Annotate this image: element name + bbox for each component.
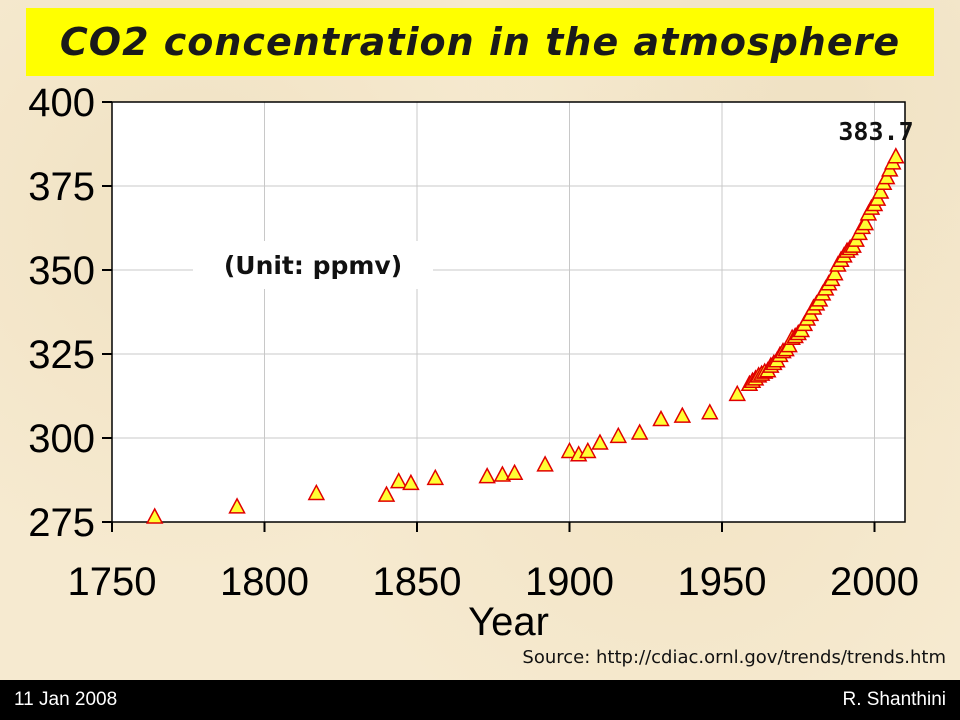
data-point — [579, 441, 597, 459]
data-point — [505, 463, 524, 481]
data-point — [701, 403, 719, 420]
unit-label-box: (Unit: ppmv) — [193, 241, 433, 289]
data-point — [536, 455, 554, 472]
data-point — [871, 182, 890, 199]
footer-author: R. Shanthini — [842, 689, 946, 710]
data-point — [826, 264, 844, 281]
data-point — [426, 468, 445, 486]
data-point — [673, 406, 692, 423]
data-point — [591, 433, 609, 450]
y-tick-label: 275 — [28, 501, 95, 545]
data-point — [609, 426, 628, 444]
data-point — [652, 409, 670, 427]
x-tick-label: 2000 — [830, 560, 919, 604]
footer-date: 11 Jan 2008 — [14, 689, 118, 710]
x-tick-label: 1800 — [220, 560, 309, 604]
data-point — [478, 467, 496, 484]
data-point — [728, 384, 747, 402]
y-tick-label: 400 — [28, 81, 95, 125]
x-tick-label: 1950 — [678, 560, 767, 604]
co2-chart: 275 300 325 350 375 400 1750 1800 1850 1900 1950 20… — [28, 81, 919, 644]
data-point — [145, 507, 164, 524]
data-point — [307, 483, 326, 501]
page-title: CO2 concentration in the atmosphere — [59, 20, 901, 64]
title-banner: CO2 concentration in the atmosphere — [26, 8, 934, 76]
footer-bar: 11 Jan 2008 R. Shanthini — [0, 680, 960, 720]
data-label-latest: 383.7 — [838, 117, 913, 146]
x-tick-label: 1850 — [373, 560, 462, 604]
x-tick-label: 1750 — [68, 560, 157, 604]
plot-area — [112, 102, 905, 522]
data-point — [887, 147, 905, 164]
y-tick-label: 300 — [28, 417, 95, 461]
source-citation: Source: http://cdiac.ornl.gov/trends/tre… — [522, 647, 946, 668]
data-point — [377, 485, 396, 502]
data-point — [389, 472, 408, 489]
data-point — [856, 214, 875, 231]
y-tick-label: 375 — [28, 165, 95, 209]
x-axis-label: Year — [468, 600, 549, 644]
plot-frame — [111, 101, 906, 523]
data-point — [630, 423, 649, 440]
y-tick-label: 350 — [28, 249, 95, 293]
unit-label: (Unit: ppmv) — [223, 250, 403, 280]
data-point — [228, 497, 246, 514]
data-point — [493, 465, 512, 482]
data-point — [560, 441, 579, 459]
x-tick-label: 1900 — [525, 560, 614, 604]
data-point — [402, 473, 420, 491]
y-tick-label: 325 — [28, 333, 95, 377]
